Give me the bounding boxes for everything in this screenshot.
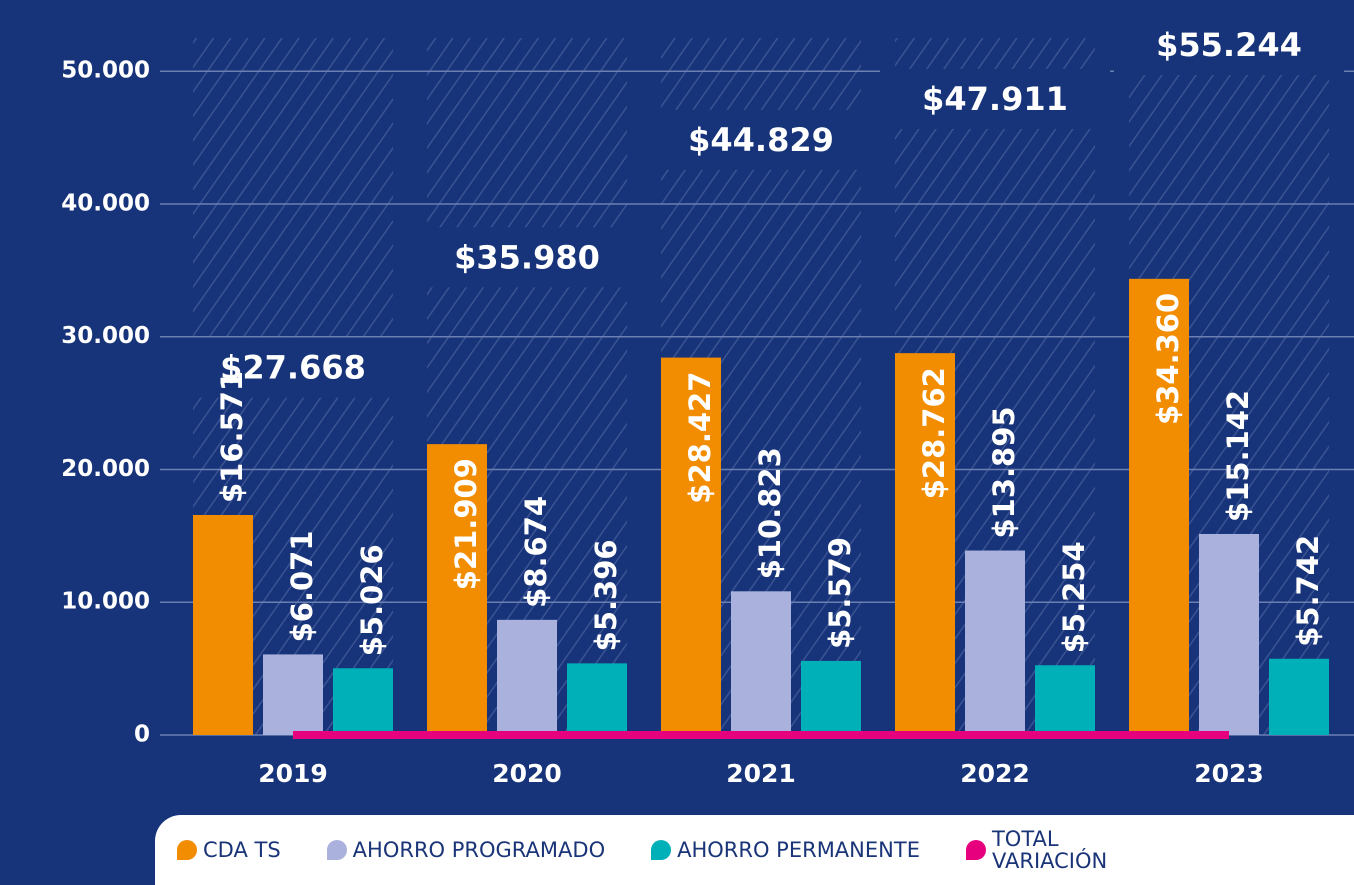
bar <box>1129 278 1189 735</box>
legend-item: AHORRO PROGRAMADO <box>326 838 606 862</box>
y-tick-label: 10.000 <box>61 589 150 615</box>
bar <box>193 515 253 735</box>
bar <box>497 619 557 735</box>
total-label: $27.668 <box>220 349 366 387</box>
data-label: $8.674 <box>519 496 553 608</box>
bar <box>1269 658 1329 735</box>
bar <box>263 654 323 735</box>
legend-swatch <box>651 840 672 860</box>
bar <box>427 444 487 735</box>
x-tick-label: 2023 <box>1194 759 1264 788</box>
data-label: $5.579 <box>823 537 857 649</box>
x-tick-label: 2022 <box>960 759 1030 788</box>
bar <box>1199 533 1259 735</box>
bar <box>801 660 861 735</box>
legend-item: CDA TS <box>177 838 281 862</box>
legend-label: AHORRO PROGRAMADO <box>352 838 606 862</box>
total-label: $55.244 <box>1156 26 1302 64</box>
bar <box>567 663 627 735</box>
bar <box>333 668 393 735</box>
data-label: $16.571 <box>215 371 249 503</box>
bar <box>895 353 955 735</box>
legend: CDA TS AHORRO PROGRAMADO AHORRO PERMANENTE… <box>155 815 1354 885</box>
y-tick-label: 30.000 <box>61 323 150 349</box>
total-box <box>412 227 642 288</box>
data-label: $5.026 <box>355 544 389 656</box>
total-box <box>1114 15 1344 75</box>
total-box <box>880 68 1110 129</box>
data-label: $21.909 <box>449 458 483 590</box>
x-tick-label: 2021 <box>726 759 796 788</box>
legend-label: CDA TS <box>203 838 281 862</box>
data-label: $10.823 <box>753 447 787 579</box>
data-label: $5.742 <box>1291 535 1325 647</box>
data-label: $34.360 <box>1151 293 1185 425</box>
total-box <box>178 337 408 398</box>
legend-label: AHORRO PERMANENTE <box>677 838 920 862</box>
x-tick-label: 2020 <box>492 759 562 788</box>
legend-swatch <box>326 840 347 860</box>
data-label: $28.762 <box>917 367 951 499</box>
data-label: $15.142 <box>1221 390 1255 522</box>
data-label: $5.396 <box>589 539 623 651</box>
data-label: $6.071 <box>285 530 319 642</box>
x-tick-label: 2019 <box>258 759 328 788</box>
bar <box>731 591 791 735</box>
y-tick-label: 50.000 <box>61 58 150 84</box>
legend-item: AHORRO PERMANENTE <box>651 838 920 862</box>
y-tick-label: 0 <box>134 722 150 748</box>
legend-swatch <box>965 840 986 860</box>
total-label: $35.980 <box>454 238 600 276</box>
total-box <box>646 109 876 170</box>
legend-item: TOTAL VARIACIÓN <box>965 827 1112 873</box>
legend-label: TOTAL VARIACIÓN <box>991 827 1108 873</box>
total-label: $47.911 <box>922 80 1068 118</box>
legend-swatch <box>177 840 197 860</box>
data-label: $5.254 <box>1057 541 1091 653</box>
data-label: $13.895 <box>987 406 1021 538</box>
total-label: $44.829 <box>688 121 834 159</box>
y-tick-label: 40.000 <box>61 190 150 216</box>
bar <box>965 550 1025 735</box>
data-label: $28.427 <box>683 372 717 504</box>
chart: 0 10.000 20.000 30.000 40.000 50.000 $27.668 $3… <box>61 15 1354 788</box>
y-tick-label: 20.000 <box>61 456 150 482</box>
bar <box>661 357 721 735</box>
bar <box>1035 665 1095 735</box>
